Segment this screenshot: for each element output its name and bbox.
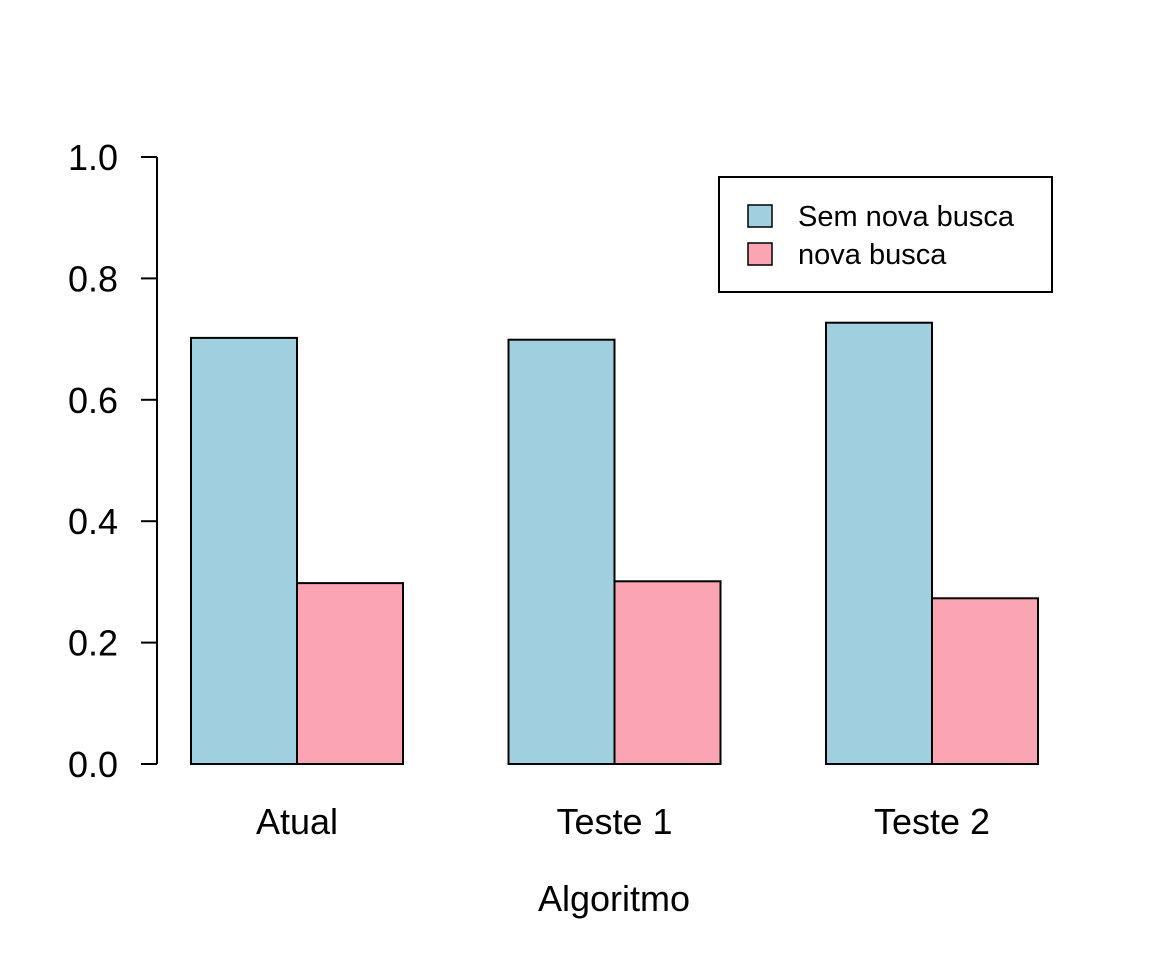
y-tick-label: 0.4 <box>68 501 118 542</box>
y-tick-label: 0.8 <box>68 258 118 299</box>
x-category-label: Teste 2 <box>874 801 990 842</box>
bar-teste-2-series-1 <box>825 321 933 765</box>
legend-label: Sem nova busca <box>798 201 1015 233</box>
bar-atual-series-2 <box>296 582 404 766</box>
x-axis-labels: Atual Teste 1 Teste 2 <box>256 801 990 842</box>
y-tick-label: 0.2 <box>68 623 118 664</box>
y-tick-label: 0.0 <box>68 744 118 785</box>
bars <box>190 321 1039 766</box>
y-axis: 0.0 0.2 0.4 0.6 0.8 1.0 <box>68 137 158 785</box>
y-tick-label: 0.6 <box>68 380 118 421</box>
bar-teste-2-series-2 <box>931 597 1039 765</box>
legend-box <box>718 176 1053 293</box>
x-axis-title: Algoritmo <box>538 878 690 919</box>
legend: Sem nova busca nova busca <box>718 176 1053 293</box>
legend-swatch <box>747 242 773 266</box>
x-category-label: Atual <box>256 801 338 842</box>
legend-swatch <box>747 204 773 228</box>
legend-label: nova busca <box>798 239 947 271</box>
bar-atual-series-1 <box>190 336 298 765</box>
x-category-label: Teste 1 <box>556 801 672 842</box>
bar-teste-1-series-2 <box>613 580 722 766</box>
y-tick-label: 1.0 <box>68 137 118 178</box>
bar-teste-1-series-1 <box>507 338 616 765</box>
